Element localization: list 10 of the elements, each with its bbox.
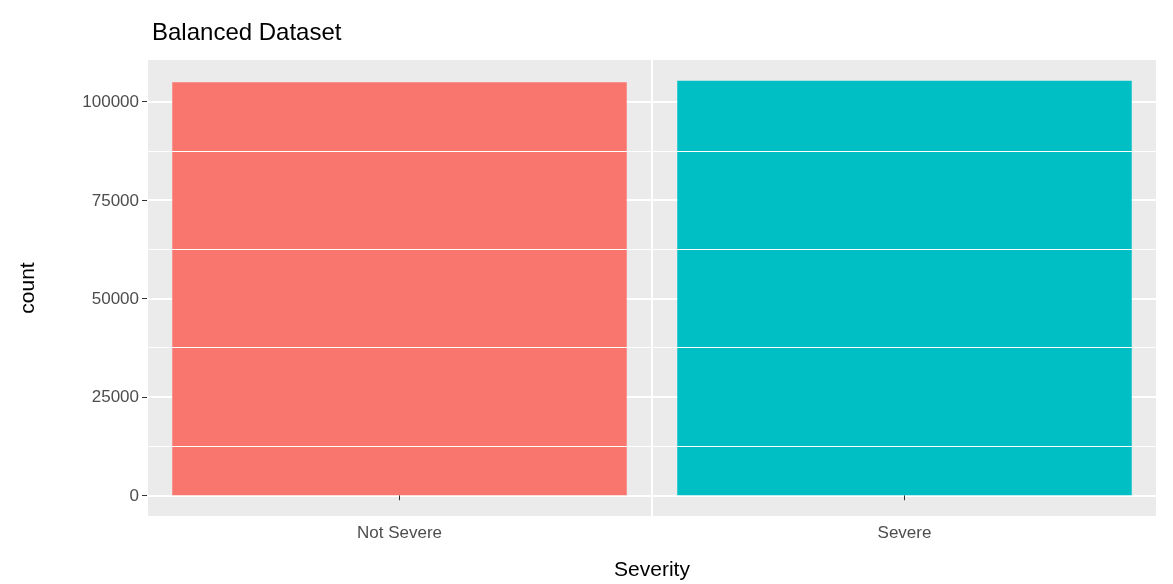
x-axis-title: Severity <box>614 557 691 580</box>
y-tick-label: 75000 <box>91 190 139 210</box>
y-tick-label: 50000 <box>91 288 139 308</box>
x-tick-label: Severe <box>877 523 932 542</box>
y-axis-title: count <box>15 262 38 314</box>
y-tick-label: 100000 <box>82 92 139 112</box>
y-tick-label: 25000 <box>91 387 139 407</box>
x-tick-label: Not Severe <box>356 523 443 542</box>
y-tick-label: 0 <box>129 485 139 505</box>
chart-title: Balanced Dataset <box>152 17 342 45</box>
